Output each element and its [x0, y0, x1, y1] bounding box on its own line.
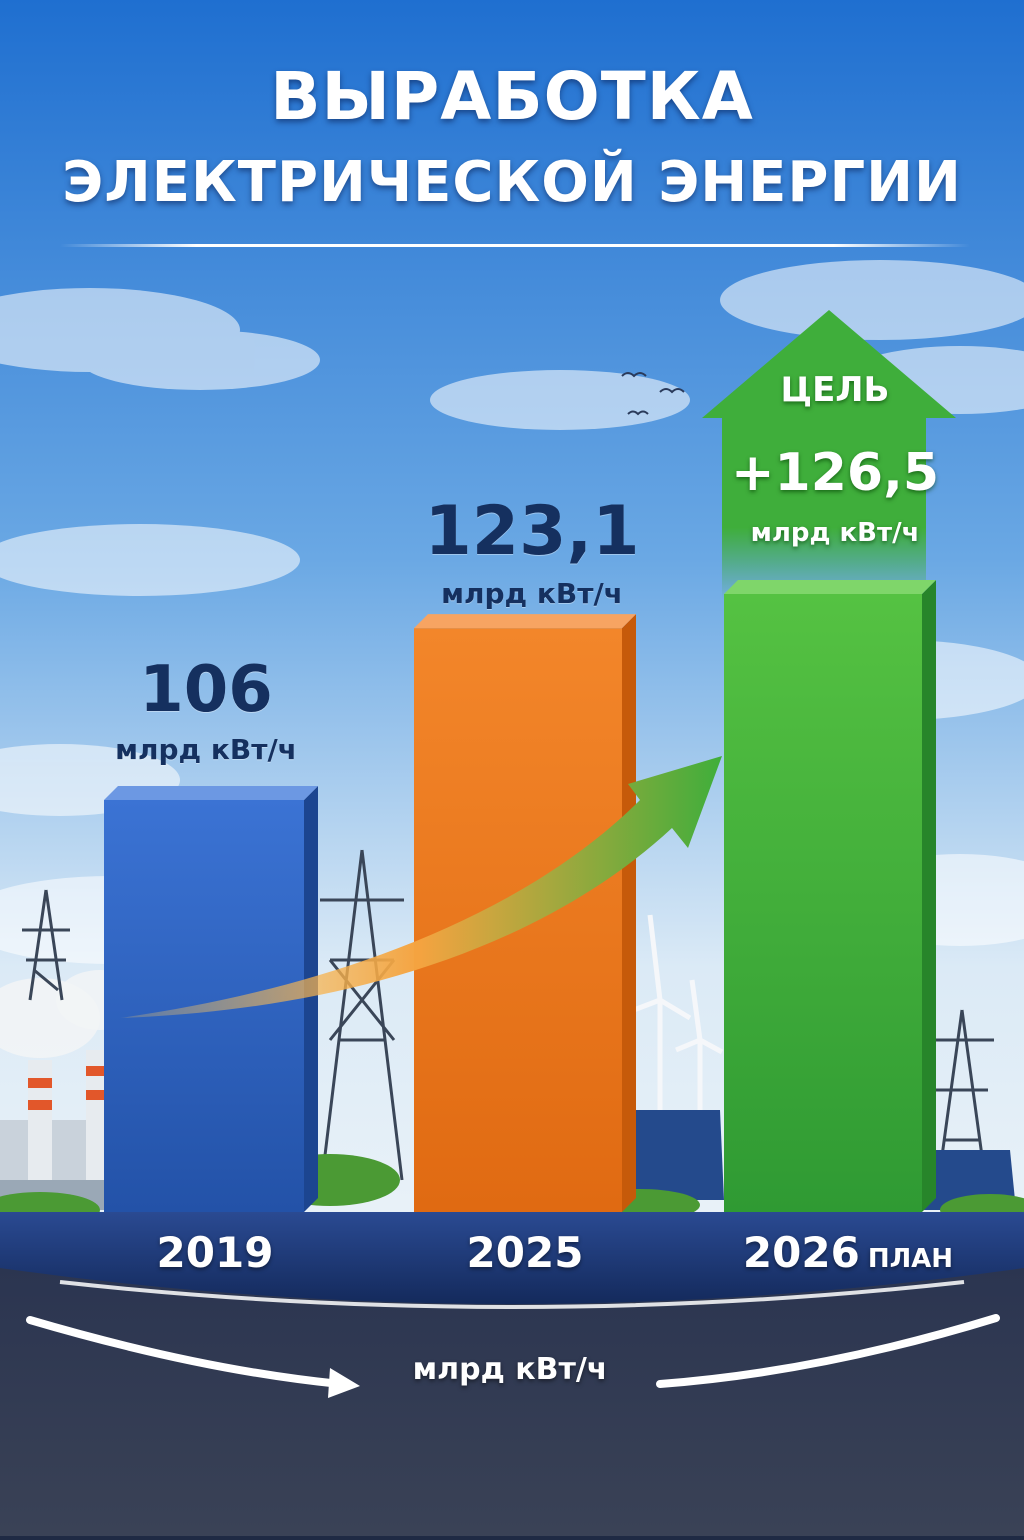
data-label-2025: 123,1 млрд кВт/ч: [412, 498, 652, 608]
goal-word: ЦЕЛЬ: [780, 370, 890, 410]
birds: [621, 372, 685, 416]
band-highlight: [59, 1280, 965, 1309]
title-line-1: ВЫРАБОТКА: [270, 58, 754, 135]
axis-left-arrow: [26, 1316, 344, 1388]
category-year: 2025: [466, 1228, 584, 1277]
category-band: [0, 1212, 1024, 1304]
bars-group: [104, 580, 936, 1212]
goal-value: +126,5: [730, 443, 940, 503]
unit-2025: млрд кВт/ч: [441, 577, 623, 610]
category-year: 2026: [742, 1228, 860, 1277]
unit-2019: млрд кВт/ч: [115, 733, 297, 766]
category-label-2025: 2025: [420, 1228, 630, 1277]
trend-arrow: [120, 756, 722, 1018]
bar-2026-front: [724, 594, 922, 1212]
power-pylons: [22, 849, 994, 1201]
value-2019: 106: [139, 653, 273, 727]
category-label-2026: 2026 ПЛАН: [718, 1228, 978, 1277]
axis-right-arrow: [656, 1314, 1000, 1388]
value-2025: 123,1: [424, 492, 640, 571]
bar-2026-top: [724, 580, 936, 594]
goal-unit: млрд кВт/ч: [750, 518, 920, 548]
bar-2025-top: [414, 614, 636, 629]
bar-2019-side: [304, 786, 318, 1212]
bar-2026: [724, 580, 936, 1212]
title-divider: [60, 244, 970, 247]
goal-arrow: [702, 310, 956, 600]
title-line-2: ЭЛЕКТРИЧЕСКОЙ ЭНЕРГИИ: [62, 150, 962, 215]
category-year: 2019: [156, 1228, 274, 1277]
bar-2019-top: [104, 786, 318, 800]
axis-left-arrowhead: [328, 1368, 360, 1398]
category-suffix-plan: ПЛАН: [867, 1244, 954, 1274]
bar-2025: [414, 614, 636, 1212]
data-label-2019: 106 млрд кВт/ч: [96, 658, 316, 764]
bar-2026-side: [922, 580, 936, 1212]
bar-2025-side: [622, 614, 636, 1212]
category-label-2019: 2019: [110, 1228, 320, 1277]
axis-unit-label: млрд кВт/ч: [412, 1352, 608, 1387]
